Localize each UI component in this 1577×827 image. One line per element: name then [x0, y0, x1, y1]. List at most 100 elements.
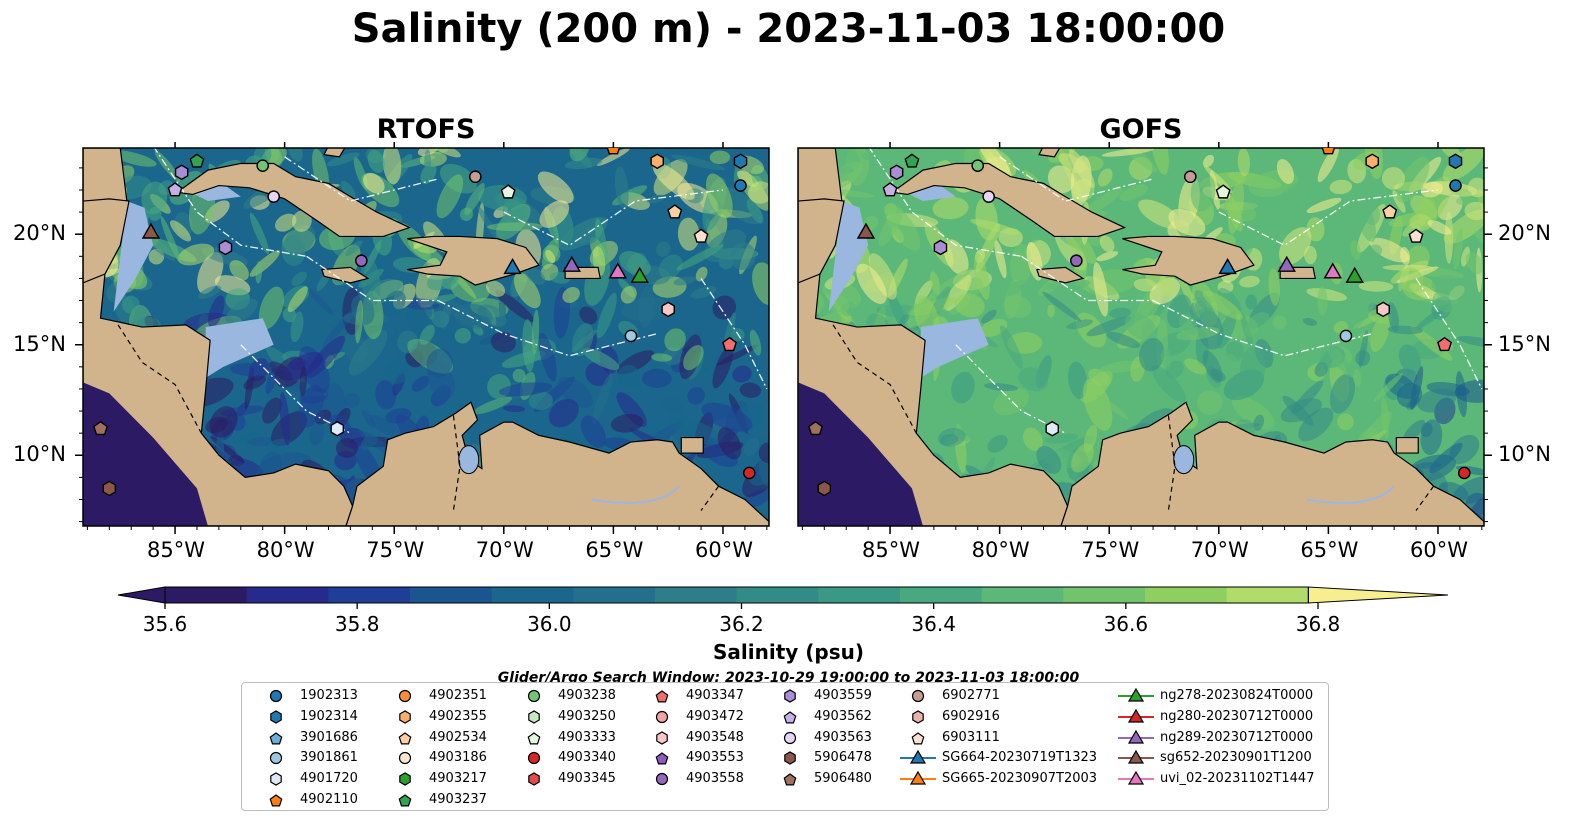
legend-label: 4903250 [558, 708, 616, 724]
colorbar-tick-label: 35.8 [334, 612, 380, 636]
legend-label: ng280-20230712T0000 [1160, 708, 1314, 724]
legend-marker-icon [1118, 729, 1154, 744]
legend-label: 6902916 [942, 708, 1000, 724]
float-marker-4903553 [889, 164, 904, 181]
legend-marker-icon [655, 773, 669, 786]
float-marker-5906478 [817, 480, 832, 497]
legend-label: 4903340 [558, 750, 616, 766]
legend-label: 4903558 [686, 771, 744, 787]
float-marker-5906478 [102, 480, 117, 497]
colorbar-tick-label: 36.6 [1103, 612, 1149, 636]
legend-label: 4903563 [814, 729, 872, 745]
glider-marker-SG664 [503, 257, 522, 275]
lon-label: 80°W [971, 538, 1030, 562]
legend: 1902313 1902314 3901686 3901861 4901720 49021… [241, 682, 1329, 811]
lat-label: 15°N [13, 331, 66, 356]
legend-marker-icon [398, 794, 412, 807]
float-marker-4903250 [1215, 184, 1231, 199]
float-marker-3901861 [624, 329, 638, 343]
float-marker-1902313 [1449, 179, 1462, 192]
legend-marker-icon [398, 752, 412, 765]
lat-label: 10°N [13, 442, 66, 467]
float-marker-4903340 [742, 466, 756, 480]
legend-label: SG664-20230719T1323 [942, 750, 1098, 766]
legend-marker-icon [1118, 770, 1154, 785]
glider-marker-uvi_02 [608, 262, 627, 279]
legend-label: 4903345 [558, 771, 616, 787]
lon-label: 75°W [1081, 538, 1140, 562]
legend-marker-icon [911, 689, 925, 703]
glider-marker-ng278 [1345, 266, 1364, 283]
float-marker-4903347 [1437, 336, 1453, 352]
float-marker-4902355 [1365, 153, 1379, 170]
float-marker-4902534 [667, 204, 683, 219]
legend-label: sg652-20230901T1200 [1160, 750, 1312, 766]
lon-label: 85°W [147, 538, 206, 562]
float-marker-1902314 [1448, 153, 1463, 170]
legend-marker-icon [784, 751, 796, 766]
legend-marker-icon [655, 752, 669, 765]
float-marker-4902355 [650, 153, 664, 170]
legend-marker-icon [1118, 750, 1154, 764]
float-marker-6903111 [1408, 228, 1424, 243]
legend-label: SG665-20230907T2003 [942, 771, 1098, 787]
legend-marker-icon [398, 731, 412, 745]
lon-label: 60°W [694, 538, 753, 562]
legend-marker-icon [911, 731, 925, 745]
colorbar-label: Salinity (psu) [712, 640, 864, 664]
legend-marker-icon [900, 770, 936, 785]
glider-marker-ng289 [562, 255, 581, 272]
lon-label: 85°W [862, 538, 921, 562]
legend-label: 5906478 [814, 750, 872, 766]
glider-marker-ng278 [630, 266, 649, 283]
legend-marker-icon [399, 772, 411, 786]
legend-marker-icon [1118, 708, 1154, 723]
float-marker-4903340 [1457, 466, 1471, 480]
legend-label: 1902314 [300, 708, 358, 724]
float-marker-4903559 [933, 239, 948, 256]
float-marker-4903558 [355, 254, 368, 268]
legend-label: 4902355 [429, 708, 487, 724]
float-marker-4903237 [189, 153, 205, 168]
legend-label: 4901720 [300, 771, 358, 787]
float-marker-5906480 [93, 420, 109, 436]
legend-label: ng278-20230824T0000 [1160, 688, 1314, 703]
legend-label: 1902313 [300, 688, 358, 703]
float-marker-4902110 [606, 148, 621, 155]
lon-label: 80°W [256, 538, 315, 562]
lat-label: 20°N [1498, 221, 1551, 246]
legend-label: 3901861 [300, 750, 358, 766]
legend-label: 4903472 [686, 708, 744, 724]
colorbar [117, 586, 1449, 609]
colorbar-tick-label: 36.2 [719, 612, 764, 636]
float-marker-4903250 [500, 184, 516, 199]
lat-label: 20°N [13, 221, 66, 246]
float-marker-4903562 [882, 182, 898, 197]
legend-label: 4903333 [558, 729, 616, 745]
legend-marker-icon [783, 731, 797, 744]
float-marker-4903548 [661, 301, 675, 318]
float-marker-4903238 [971, 159, 985, 172]
legend-marker-icon [270, 772, 282, 786]
legend-label: 4902534 [429, 729, 487, 745]
float-marker-4903563 [982, 190, 995, 203]
glider-marker-SG664 [1218, 257, 1237, 275]
legend-marker-icon [655, 710, 669, 723]
lat-label: 10°N [1498, 442, 1551, 467]
legend-marker-icon [269, 794, 283, 807]
colorbar-tick-label: 36.4 [911, 612, 956, 636]
float-marker-4903558 [1070, 254, 1083, 268]
legend-marker-icon [527, 752, 541, 765]
legend-label: 4902351 [429, 688, 487, 703]
legend-marker-icon [270, 710, 282, 724]
legend-label: ng289-20230712T0000 [1160, 729, 1314, 745]
lon-label: 65°W [585, 538, 644, 562]
float-marker-4901720 [330, 420, 344, 437]
colorbar-tick-label: 35.6 [142, 612, 188, 636]
lon-label: 70°W [1190, 538, 1249, 562]
legend-marker-icon [399, 710, 411, 724]
panel-title-gofs: GOFS [1099, 114, 1183, 145]
glider-marker-ng289 [1277, 255, 1296, 272]
legend-marker-icon [655, 690, 669, 703]
